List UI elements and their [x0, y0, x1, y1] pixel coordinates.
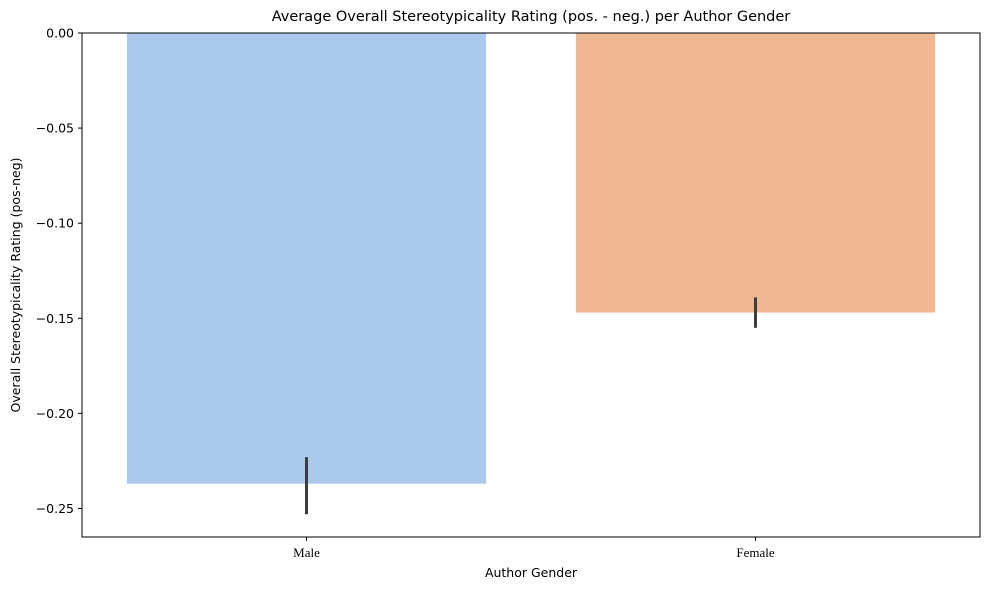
- error-bars-layer: [305, 297, 757, 515]
- y-tick-label: −0.25: [36, 501, 74, 516]
- y-tick-label: 0.00: [46, 26, 74, 41]
- x-axis: Male Female: [293, 537, 775, 560]
- y-tick-label: −0.20: [36, 406, 74, 421]
- y-tick-label: −0.10: [36, 216, 74, 231]
- bar-female: [575, 33, 936, 313]
- x-tick-label: Male: [293, 545, 320, 560]
- y-axis: 0.00 −0.05 −0.10 −0.15 −0.20 −0.25: [36, 26, 82, 516]
- chart-title: Average Overall Stereotypicality Rating …: [272, 9, 791, 25]
- y-axis-label: Overall Stereotypicality Rating (pos-neg…: [8, 157, 23, 412]
- x-tick-label: Female: [736, 545, 774, 560]
- y-tick-label: −0.15: [36, 311, 74, 326]
- plot-frame: [81, 32, 981, 538]
- bar-male: [126, 33, 487, 484]
- bars-layer: [126, 33, 936, 484]
- x-axis-label: Author Gender: [485, 565, 578, 580]
- y-tick-label: −0.05: [36, 121, 74, 136]
